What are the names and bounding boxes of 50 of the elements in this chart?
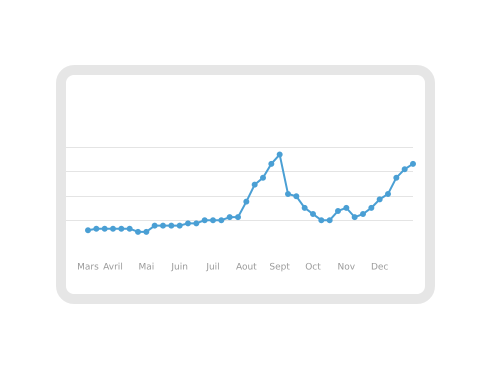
x-tick-label: Oct xyxy=(305,262,322,272)
point xyxy=(118,226,124,232)
point xyxy=(252,182,258,188)
point xyxy=(318,217,324,224)
point xyxy=(102,226,108,232)
x-tick-label: Juil xyxy=(205,262,220,272)
x-tick-label: Avril xyxy=(103,262,123,272)
x-tick-label: Mai xyxy=(138,262,154,272)
x-tick-label: Juin xyxy=(170,262,188,272)
point xyxy=(85,227,91,234)
point xyxy=(243,198,250,205)
point xyxy=(226,214,233,220)
point xyxy=(385,190,391,197)
point xyxy=(410,160,416,167)
point xyxy=(235,214,241,220)
point xyxy=(293,193,300,200)
point xyxy=(335,208,341,214)
point xyxy=(93,226,100,232)
point xyxy=(110,226,116,232)
point xyxy=(302,204,308,211)
x-tick-label: Dec xyxy=(370,262,388,272)
point xyxy=(126,226,133,232)
point xyxy=(176,222,183,229)
point xyxy=(276,152,283,158)
point xyxy=(160,222,166,229)
point xyxy=(268,160,274,167)
x-tick-label: Mars xyxy=(77,262,100,272)
point xyxy=(185,220,191,226)
point xyxy=(260,174,266,181)
point xyxy=(202,217,208,224)
point xyxy=(352,214,358,220)
x-tick-label: Sept xyxy=(269,262,290,272)
point xyxy=(343,204,350,211)
point xyxy=(135,228,141,235)
point xyxy=(393,174,400,181)
x-tick-label: Aout xyxy=(236,262,258,272)
x-tick-label: Nov xyxy=(338,262,356,272)
point xyxy=(210,217,216,224)
point xyxy=(143,228,150,235)
point xyxy=(326,217,333,224)
point xyxy=(310,211,316,218)
point xyxy=(193,220,200,226)
point xyxy=(168,222,174,229)
point xyxy=(376,196,383,202)
point xyxy=(218,217,224,224)
point xyxy=(402,166,408,172)
point xyxy=(368,204,374,211)
point xyxy=(360,211,366,218)
point xyxy=(285,190,291,197)
point xyxy=(152,222,158,229)
